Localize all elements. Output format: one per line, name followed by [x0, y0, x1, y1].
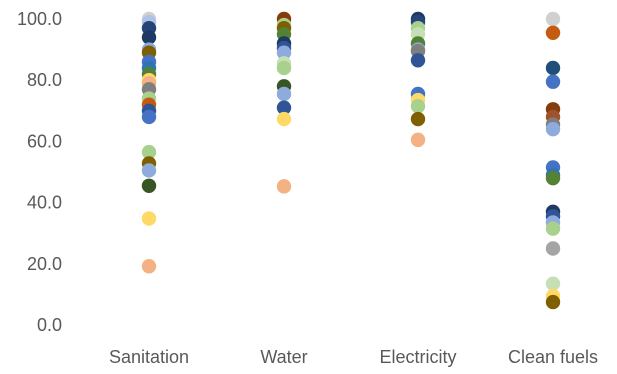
data-point [276, 45, 292, 60]
y-tick-label: 0.0 [37, 315, 62, 335]
data-point [141, 178, 157, 193]
data-point [410, 99, 426, 114]
x-category-label: Electricity [379, 347, 456, 367]
x-category-label: Sanitation [109, 347, 189, 367]
data-point [276, 111, 292, 127]
y-tick-label: 60.0 [27, 131, 62, 151]
x-category-label: Clean fuels [508, 347, 598, 367]
data-point [545, 221, 561, 236]
data-point [545, 121, 561, 137]
x-category-label: Water [260, 347, 307, 367]
y-tick-label: 100.0 [17, 9, 62, 29]
data-point [545, 241, 561, 256]
data-point [545, 11, 561, 27]
data-point [410, 132, 426, 148]
data-point [276, 86, 292, 102]
data-point [276, 179, 292, 194]
data-point [141, 211, 157, 226]
data-point [545, 74, 561, 89]
y-tick-label: 80.0 [27, 70, 62, 90]
data-point [545, 276, 561, 291]
data-point [141, 109, 157, 125]
data-point [141, 259, 157, 274]
y-tick-label: 20.0 [27, 254, 62, 274]
y-tick-label: 40.0 [27, 193, 62, 213]
data-point [410, 111, 426, 127]
data-point [276, 100, 292, 115]
data-point [276, 60, 292, 76]
data-points [141, 11, 561, 310]
data-point [141, 144, 157, 160]
data-point [545, 25, 561, 40]
data-point [410, 53, 426, 68]
data-point [545, 294, 561, 310]
data-point [141, 30, 157, 45]
x-axis-category-labels: Sanitation Water Electricity Clean fuels [109, 347, 598, 367]
data-point [545, 60, 561, 76]
data-point [545, 170, 561, 186]
data-point [141, 163, 157, 178]
y-axis-tick-labels: 0.0 20.0 40.0 60.0 80.0 100.0 [17, 9, 62, 335]
